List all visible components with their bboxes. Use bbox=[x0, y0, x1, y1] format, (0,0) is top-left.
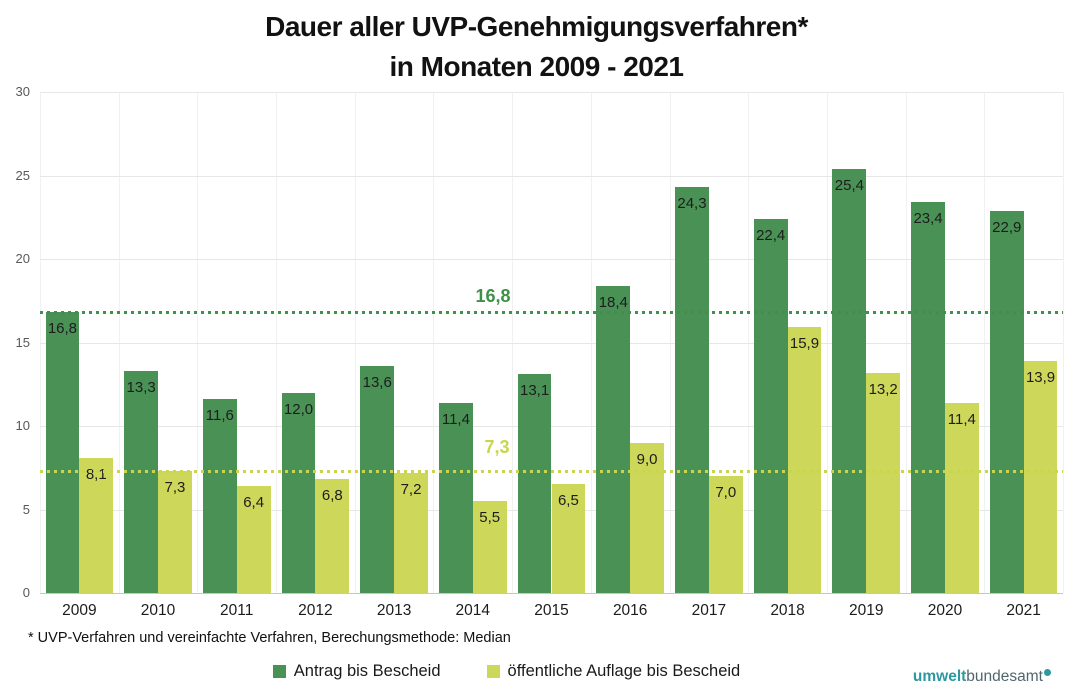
y-tick-label: 10 bbox=[15, 418, 30, 433]
year-label-2012: 2012 bbox=[298, 602, 333, 619]
logo-text-bundesamt: bundesamt bbox=[966, 668, 1043, 685]
y-tick-label: 20 bbox=[15, 251, 30, 266]
bar-value-label-auflage-2019: 13,2 bbox=[868, 380, 898, 398]
legend-item-antrag: Antrag bis Bescheid bbox=[272, 662, 441, 681]
bar-value-label-antrag-2017: 24,3 bbox=[677, 195, 707, 213]
bar-auflage-2016 bbox=[630, 442, 664, 593]
bar-auflage-2012 bbox=[315, 479, 350, 593]
year-label-2010: 2010 bbox=[140, 602, 176, 619]
bar-value-label-antrag-2020: 23,4 bbox=[913, 210, 943, 228]
bar-value-label-auflage-2018: 15,9 bbox=[789, 335, 820, 353]
gridline bbox=[40, 342, 1063, 344]
bar-value-label-auflage-2014: 5,5 bbox=[479, 509, 501, 527]
reference-line-label-auflage: 7,3 bbox=[484, 437, 510, 458]
y-tick-label: 25 bbox=[15, 167, 30, 183]
year-label-2021: 2021 bbox=[1006, 602, 1041, 619]
bar-auflage-2021 bbox=[1023, 360, 1058, 593]
bar-antrag-2020 bbox=[911, 202, 945, 593]
bar-antrag-2016 bbox=[596, 285, 631, 593]
bar-value-label-auflage-2013: 7,2 bbox=[400, 480, 422, 498]
vertical-gridline bbox=[1063, 92, 1064, 593]
bar-auflage-2010 bbox=[158, 471, 192, 593]
bar-antrag-2010 bbox=[124, 370, 159, 593]
legend-item-auflage: öffentliche Auflage bis Bescheid bbox=[486, 662, 741, 681]
bar-antrag-2019 bbox=[832, 168, 867, 593]
bar-antrag-2018 bbox=[753, 218, 788, 593]
bar-antrag-2011 bbox=[202, 399, 237, 593]
legend-label-auflage: öffentliche Auflage bis Bescheid bbox=[507, 662, 741, 680]
reference-line-auflage bbox=[40, 470, 1063, 474]
bar-value-label-antrag-2014: 11,4 bbox=[441, 410, 470, 428]
bar-value-label-auflage-2011: 6,4 bbox=[243, 494, 265, 512]
bar-auflage-2013 bbox=[394, 472, 428, 593]
reference-line-antrag bbox=[40, 311, 1063, 315]
year-label-2009: 2009 bbox=[62, 602, 97, 619]
bar-value-label-auflage-2020: 11,4 bbox=[947, 410, 976, 428]
year-label-2011: 2011 bbox=[220, 602, 254, 619]
legend: Antrag bis Bescheid öffentliche Auflage … bbox=[0, 662, 1013, 681]
year-label-2020: 2020 bbox=[927, 602, 963, 619]
umweltbundesamt-logo: umweltbundesamt bbox=[913, 668, 1051, 686]
legend-swatch-antrag-icon bbox=[272, 665, 286, 678]
bar-value-label-antrag-2012: 12,0 bbox=[283, 400, 314, 418]
reference-line-label-antrag: 16,8 bbox=[475, 286, 511, 307]
bar-auflage-2011 bbox=[236, 486, 271, 593]
bar-auflage-2019 bbox=[866, 372, 901, 593]
bar-auflage-2018 bbox=[787, 327, 822, 593]
bar-antrag-2012 bbox=[281, 392, 316, 593]
bar-auflage-2009 bbox=[79, 457, 114, 593]
bar-value-label-antrag-2015: 13,1 bbox=[519, 382, 550, 400]
y-tick-label: 15 bbox=[15, 334, 30, 350]
bar-value-label-antrag-2013: 13,6 bbox=[362, 373, 392, 391]
y-tick-label: 5 bbox=[22, 501, 30, 517]
y-tick-label: 30 bbox=[15, 84, 30, 99]
bar-value-label-auflage-2010: 7,3 bbox=[164, 479, 186, 497]
bar-value-label-antrag-2018: 22,4 bbox=[756, 226, 786, 244]
bar-value-label-auflage-2017: 7,0 bbox=[715, 484, 737, 502]
bar-value-label-antrag-2010: 13,3 bbox=[126, 378, 156, 396]
year-label-2017: 2017 bbox=[691, 602, 727, 619]
logo-text-umwelt: umwelt bbox=[912, 668, 967, 685]
year-label-2013: 2013 bbox=[376, 602, 412, 619]
chart-title-line2: in Monaten 2009 - 2021 bbox=[389, 51, 684, 82]
gridline bbox=[40, 92, 1063, 93]
chart-title-line1: Dauer aller UVP-Genehmigungsverfahren* bbox=[265, 11, 808, 42]
gridline bbox=[40, 259, 1063, 260]
year-label-2018: 2018 bbox=[770, 602, 805, 619]
bar-value-label-auflage-2016: 9,0 bbox=[636, 450, 658, 468]
bar-value-label-antrag-2016: 18,4 bbox=[598, 293, 628, 311]
bar-value-label-auflage-2012: 6,8 bbox=[321, 487, 343, 505]
bar-auflage-2020 bbox=[944, 402, 979, 593]
bar-auflage-2017 bbox=[708, 476, 743, 593]
legend-label-antrag: Antrag bis Bescheid bbox=[293, 662, 441, 680]
year-label-2015: 2015 bbox=[534, 602, 569, 619]
bar-antrag-2015 bbox=[517, 374, 552, 593]
bar-auflage-2015 bbox=[551, 484, 586, 593]
footnote: * UVP-Verfahren und vereinfachte Verfahr… bbox=[28, 630, 511, 646]
bar-antrag-2017 bbox=[675, 187, 709, 593]
bar-value-label-antrag-2009: 16,8 bbox=[47, 320, 78, 338]
y-tick-label: 0 bbox=[22, 585, 30, 600]
bar-value-label-auflage-2015: 6,5 bbox=[557, 492, 579, 510]
bar-auflage-2014 bbox=[472, 501, 507, 593]
year-label-2019: 2019 bbox=[849, 602, 884, 619]
gridline bbox=[40, 175, 1063, 177]
logo-registered-circle-icon bbox=[1044, 669, 1051, 676]
x-axis-line bbox=[40, 593, 1063, 594]
bar-value-label-auflage-2021: 13,9 bbox=[1025, 368, 1056, 386]
bar-antrag-2014 bbox=[439, 402, 473, 593]
gridline bbox=[40, 426, 1063, 427]
legend-swatch-auflage-icon bbox=[486, 665, 500, 678]
year-label-2014: 2014 bbox=[455, 602, 491, 619]
year-label-2016: 2016 bbox=[612, 602, 648, 619]
bar-antrag-2009 bbox=[45, 312, 80, 593]
bar-antrag-2021 bbox=[989, 210, 1024, 593]
bar-value-label-antrag-2011: 11,6 bbox=[205, 407, 234, 425]
bar-antrag-2013 bbox=[360, 365, 395, 593]
bar-value-label-antrag-2019: 25,4 bbox=[834, 176, 864, 194]
bar-value-label-antrag-2021: 22,9 bbox=[992, 218, 1022, 236]
